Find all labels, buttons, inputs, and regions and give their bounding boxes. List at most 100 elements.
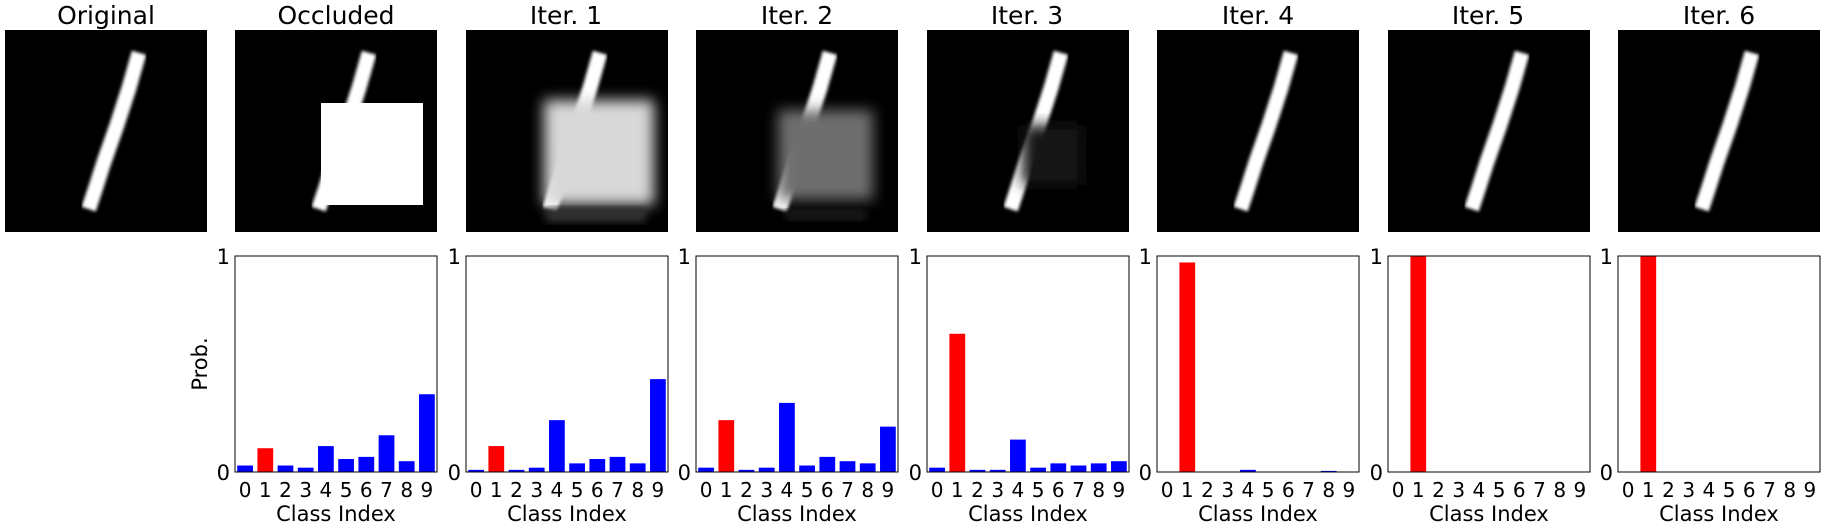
x-tick-label: 8 bbox=[1322, 478, 1335, 502]
bar-class-2 bbox=[969, 469, 986, 472]
x-tick-label: 6 bbox=[1513, 478, 1526, 502]
x-tick-label: 3 bbox=[530, 478, 543, 502]
bar-class-9 bbox=[1111, 461, 1127, 472]
x-tick-label: 5 bbox=[801, 478, 814, 502]
bar-class-5 bbox=[799, 465, 815, 472]
bar-class-5 bbox=[338, 459, 354, 472]
y-tick-label-min: 0 bbox=[1600, 461, 1613, 485]
bar-class-1 bbox=[949, 333, 966, 472]
bar-class-0 bbox=[237, 465, 253, 472]
bar-class-8 bbox=[1320, 470, 1337, 472]
y-tick-label-min: 0 bbox=[217, 461, 230, 485]
x-tick-label: 1 bbox=[490, 478, 503, 502]
bar-class-8 bbox=[1090, 463, 1107, 472]
bar-class-3 bbox=[528, 467, 545, 472]
x-tick-label: 0 bbox=[931, 478, 944, 502]
bar-class-7 bbox=[839, 461, 856, 472]
axes-frame bbox=[234, 255, 438, 473]
image-iter-5 bbox=[1388, 30, 1590, 232]
x-tick-label: 2 bbox=[1201, 478, 1214, 502]
x-tick-label: 1 bbox=[1642, 478, 1655, 502]
x-tick-label: 2 bbox=[510, 478, 523, 502]
x-tick-label: 5 bbox=[571, 478, 584, 502]
axes-frame bbox=[1387, 255, 1591, 473]
bar-class-2 bbox=[738, 469, 755, 472]
bar-class-8 bbox=[629, 463, 646, 472]
y-tick-label-min: 0 bbox=[909, 461, 922, 485]
bar-class-5 bbox=[1030, 467, 1046, 472]
x-tick-label: 4 bbox=[1703, 478, 1716, 502]
bar-class-5 bbox=[569, 463, 585, 472]
x-tick-label: 7 bbox=[1533, 478, 1546, 502]
x-tick-label: 0 bbox=[1622, 478, 1635, 502]
bar-class-3 bbox=[989, 469, 1006, 472]
bar-class-2 bbox=[277, 465, 294, 472]
y-tick-label-min: 0 bbox=[1370, 461, 1383, 485]
panel-title-occluded: Occluded bbox=[277, 1, 394, 30]
x-tick-label: 7 bbox=[1302, 478, 1315, 502]
bar-class-4 bbox=[549, 420, 565, 472]
bar-class-6 bbox=[589, 459, 606, 472]
y-tick-label-max: 1 bbox=[1600, 245, 1613, 269]
bar-class-7 bbox=[378, 435, 395, 472]
panel-title-original: Original bbox=[57, 1, 155, 30]
x-tick-label: 1 bbox=[1181, 478, 1194, 502]
bar-class-8 bbox=[398, 461, 415, 472]
panel-title-iter-4: Iter. 4 bbox=[1222, 1, 1294, 30]
x-tick-label: 8 bbox=[861, 478, 874, 502]
panel-titles: Original Occluded Iter. 1 Iter. 2 Iter. … bbox=[57, 1, 1755, 30]
x-tick-label: 2 bbox=[1662, 478, 1675, 502]
bar-class-1 bbox=[488, 446, 505, 472]
bar-class-0 bbox=[929, 467, 945, 472]
bar-class-0 bbox=[698, 467, 714, 472]
x-tick-label: 9 bbox=[1113, 478, 1126, 502]
axes-frame bbox=[465, 255, 669, 473]
x-tick-label: 7 bbox=[841, 478, 854, 502]
image-iter-3 bbox=[927, 30, 1129, 232]
bar-class-0 bbox=[468, 469, 484, 472]
bar-class-1 bbox=[718, 420, 735, 472]
x-tick-label: 8 bbox=[631, 478, 644, 502]
x-tick-label: 1 bbox=[1412, 478, 1425, 502]
x-tick-label: 4 bbox=[1473, 478, 1486, 502]
x-tick-label: 3 bbox=[299, 478, 312, 502]
x-axis-label: Class Index bbox=[968, 502, 1088, 525]
bar-class-9 bbox=[419, 394, 435, 472]
x-tick-label: 0 bbox=[239, 478, 252, 502]
bar-class-6 bbox=[1050, 463, 1067, 472]
image-iter-2 bbox=[696, 30, 898, 232]
bar-class-9 bbox=[880, 426, 896, 472]
y-tick-label-min: 0 bbox=[1139, 461, 1152, 485]
bar-class-3 bbox=[297, 467, 314, 472]
bar-class-4 bbox=[318, 446, 334, 472]
bar-class-6 bbox=[819, 456, 836, 472]
x-tick-label: 3 bbox=[1682, 478, 1695, 502]
y-tick-label-max: 1 bbox=[448, 245, 461, 269]
bar-class-2 bbox=[508, 469, 525, 472]
panel-title-iter-6: Iter. 6 bbox=[1683, 1, 1755, 30]
x-tick-label: 8 bbox=[1783, 478, 1796, 502]
y-tick-label-max: 1 bbox=[1139, 245, 1152, 269]
bar-class-4 bbox=[1010, 439, 1026, 472]
x-axis-label: Class Index bbox=[1659, 502, 1779, 525]
image-iter-4 bbox=[1157, 30, 1359, 232]
image-iter-1 bbox=[466, 30, 668, 232]
x-tick-label: 4 bbox=[551, 478, 564, 502]
x-axis-label: Class Index bbox=[1198, 502, 1318, 525]
x-tick-label: 6 bbox=[360, 478, 373, 502]
x-tick-label: 2 bbox=[971, 478, 984, 502]
x-tick-label: 9 bbox=[421, 478, 434, 502]
x-tick-label: 6 bbox=[591, 478, 604, 502]
axes-frame bbox=[926, 255, 1130, 473]
image-original bbox=[5, 30, 207, 232]
x-tick-label: 0 bbox=[700, 478, 713, 502]
panel-title-iter-5: Iter. 5 bbox=[1452, 1, 1524, 30]
x-tick-label: 1 bbox=[951, 478, 964, 502]
